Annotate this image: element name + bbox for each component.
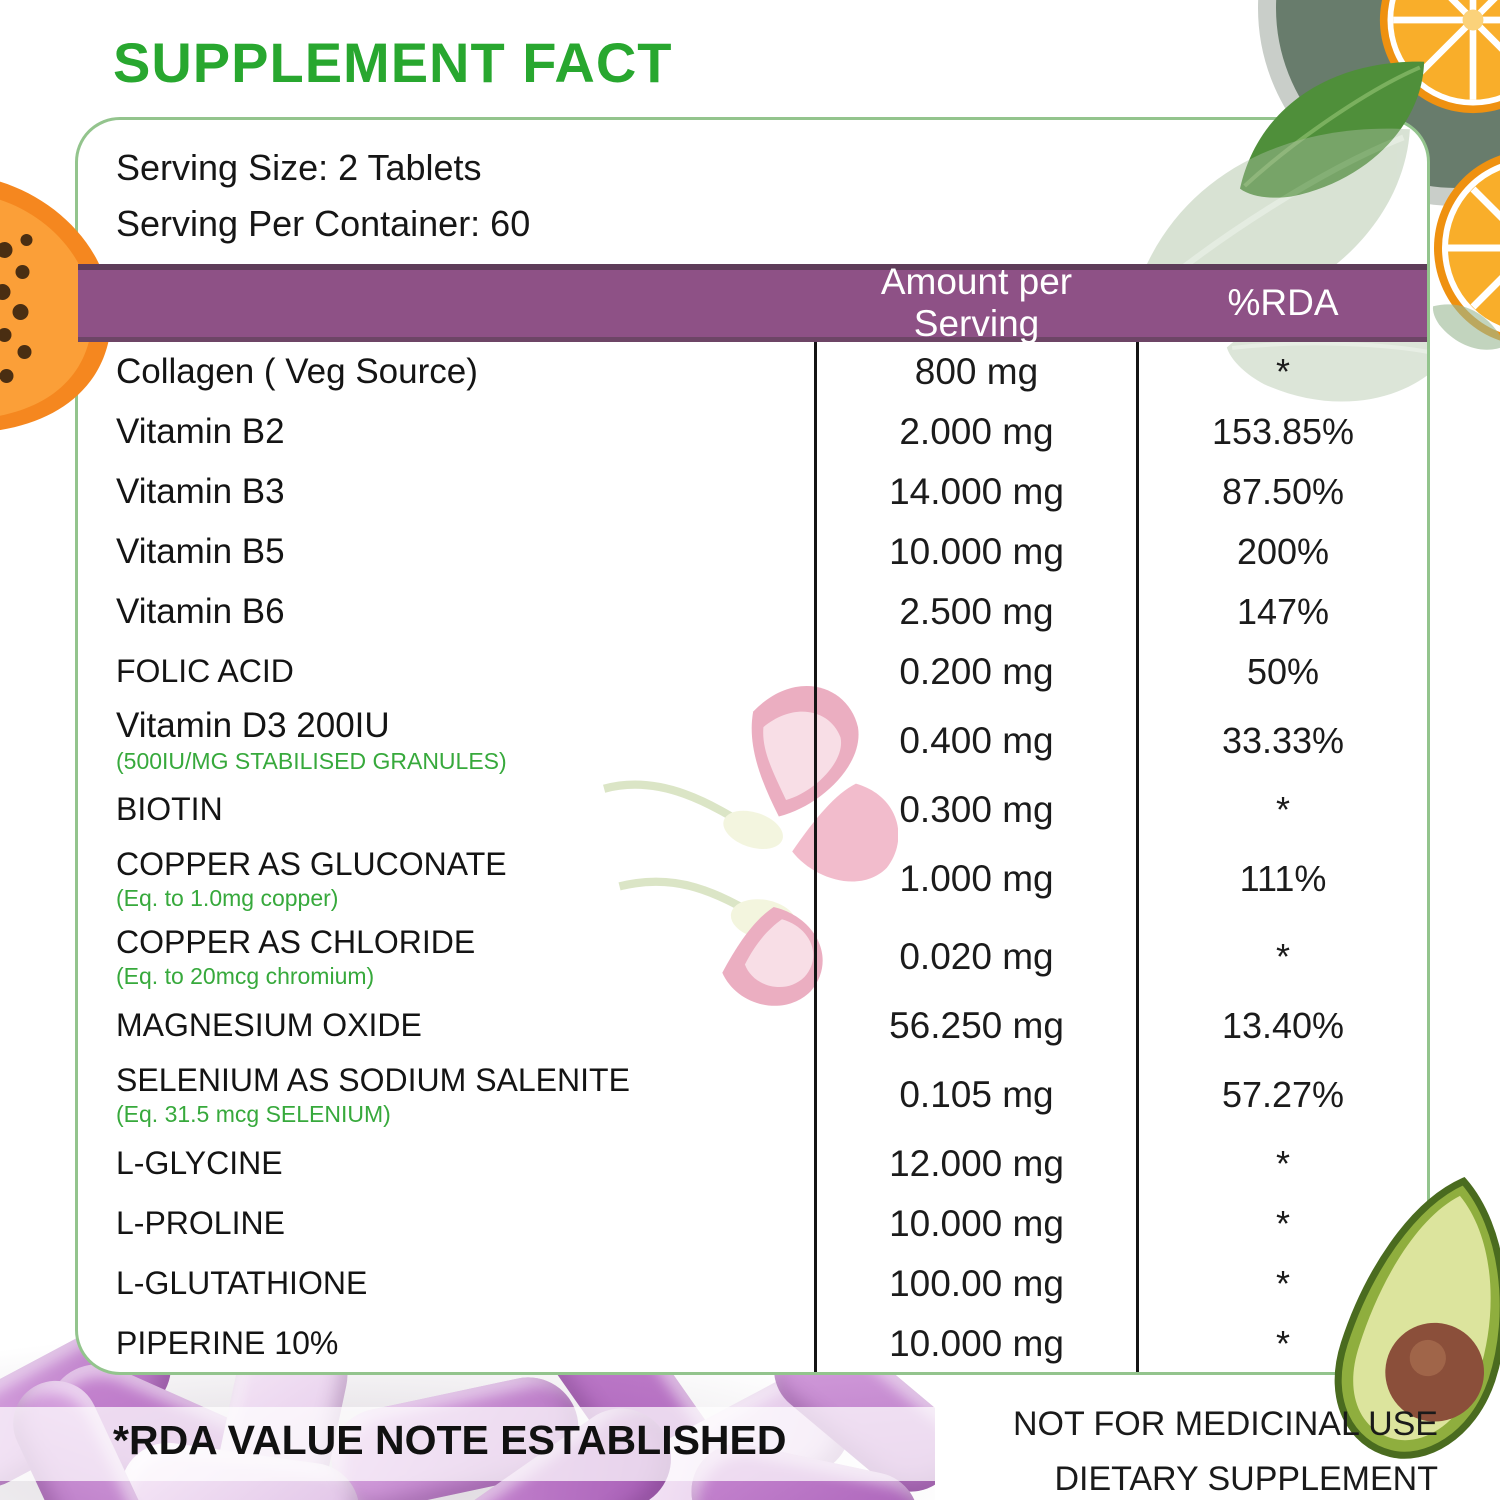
nutrient-name: FOLIC ACID [116, 653, 294, 690]
rda-value: * [1139, 780, 1427, 840]
nutrient-name: L-PROLINE [116, 1205, 285, 1242]
nutrient-name: BIOTIN [116, 791, 223, 828]
nutrient-name: PIPERINE 10% [116, 1325, 338, 1362]
rda-value: * [1139, 1134, 1427, 1194]
nutrient-note: (500IU/MG STABILISED GRANULES) [116, 748, 507, 775]
dietary-supplement: DIETARY SUPPLEMENT [1013, 1452, 1438, 1507]
amount-value: 0.400 mg [814, 702, 1139, 780]
table-row: Vitamin D3 200IU(500IU/MG STABILISED GRA… [78, 702, 1427, 780]
amount-value: 56.250 mg [814, 996, 1139, 1056]
table-row: L-GLUTATHIONE 100.00 mg* [78, 1254, 1427, 1314]
amount-value: 100.00 mg [814, 1254, 1139, 1314]
amount-value: 2.500 mg [814, 582, 1139, 642]
amount-value: 800 mg [814, 342, 1139, 402]
table-row: BIOTIN 0.300 mg* [78, 780, 1427, 840]
nutrient-name: SELENIUM AS SODIUM SALENITE [116, 1062, 630, 1099]
nutrient-note: (Eq. to 1.0mg copper) [116, 885, 338, 912]
table-row: Collagen ( Veg Source) 800 mg* [78, 342, 1427, 402]
disclaimer: NOT FOR MEDICINAL USE DIETARY SUPPLEMENT [1013, 1397, 1438, 1507]
amount-value: 0.105 mg [814, 1056, 1139, 1134]
table-row: COPPER AS GLUCONATE(Eq. to 1.0mg copper)… [78, 840, 1427, 918]
table-row: COPPER AS CHLORIDE(Eq. to 20mcg chromium… [78, 918, 1427, 996]
amount-value: 0.300 mg [814, 780, 1139, 840]
rda-value: 33.33% [1139, 702, 1427, 780]
amount-value: 10.000 mg [814, 1314, 1139, 1374]
nutrient-name: L-GLYCINE [116, 1145, 283, 1182]
amount-value: 12.000 mg [814, 1134, 1139, 1194]
rda-value: 57.27% [1139, 1056, 1427, 1134]
amount-value: 10.000 mg [814, 1194, 1139, 1254]
amount-value: 0.200 mg [814, 642, 1139, 702]
nutrient-name: Vitamin B5 [116, 532, 285, 572]
nutrient-name: COPPER AS GLUCONATE [116, 846, 507, 883]
table-row: L-PROLINE 10.000 mg* [78, 1194, 1427, 1254]
amount-value: 10.000 mg [814, 522, 1139, 582]
header-amount-per-serving: Amount per Serving [814, 261, 1139, 345]
rda-value: * [1139, 1314, 1427, 1374]
table-header-bar: Amount per Serving %RDA [78, 264, 1427, 342]
nutrient-name: Collagen ( Veg Source) [116, 352, 478, 392]
serving-size: Serving Size: 2 Tablets [116, 140, 1427, 196]
table-row: SELENIUM AS SODIUM SALENITE(Eq. 31.5 mcg… [78, 1056, 1427, 1134]
nutrient-name: Vitamin B2 [116, 412, 285, 452]
nutrient-name: COPPER AS CHLORIDE [116, 924, 475, 961]
rda-value: 87.50% [1139, 462, 1427, 522]
rda-footnote: *RDA VALUE NOTE ESTABLISHED [113, 1417, 787, 1464]
rda-value: 200% [1139, 522, 1427, 582]
amount-value: 14.000 mg [814, 462, 1139, 522]
nutrient-note: (Eq. 31.5 mcg SELENIUM) [116, 1101, 391, 1128]
header-rda: %RDA [1139, 282, 1427, 324]
amount-value: 1.000 mg [814, 840, 1139, 918]
table-row: L-GLYCINE 12.000 mg* [78, 1134, 1427, 1194]
rda-value: 111% [1139, 840, 1427, 918]
rda-value: * [1139, 1254, 1427, 1314]
supplement-facts-card: Serving Size: 2 Tablets Serving Per Cont… [75, 117, 1430, 1375]
rda-value: * [1139, 1194, 1427, 1254]
nutrient-name: Vitamin B6 [116, 592, 285, 632]
nutrient-name: Vitamin B3 [116, 472, 285, 512]
page-title: SUPPLEMENT FACT [113, 30, 672, 95]
rda-value: 13.40% [1139, 996, 1427, 1056]
nutrient-note: (Eq. to 20mcg chromium) [116, 963, 374, 990]
amount-value: 2.000 mg [814, 402, 1139, 462]
table-row: PIPERINE 10% 10.000 mg* [78, 1314, 1427, 1374]
rda-value: 147% [1139, 582, 1427, 642]
nutrient-name: Vitamin D3 200IU [116, 706, 390, 746]
rda-value: * [1139, 918, 1427, 996]
serving-per-container: Serving Per Container: 60 [116, 196, 1427, 252]
not-for-medicinal-use: NOT FOR MEDICINAL USE [1013, 1397, 1438, 1452]
amount-value: 0.020 mg [814, 918, 1139, 996]
nutrient-name: L-GLUTATHIONE [116, 1265, 367, 1302]
nutrient-name: MAGNESIUM OXIDE [116, 1007, 422, 1044]
rda-value: 153.85% [1139, 402, 1427, 462]
rda-value: 50% [1139, 642, 1427, 702]
rda-value: * [1139, 342, 1427, 402]
